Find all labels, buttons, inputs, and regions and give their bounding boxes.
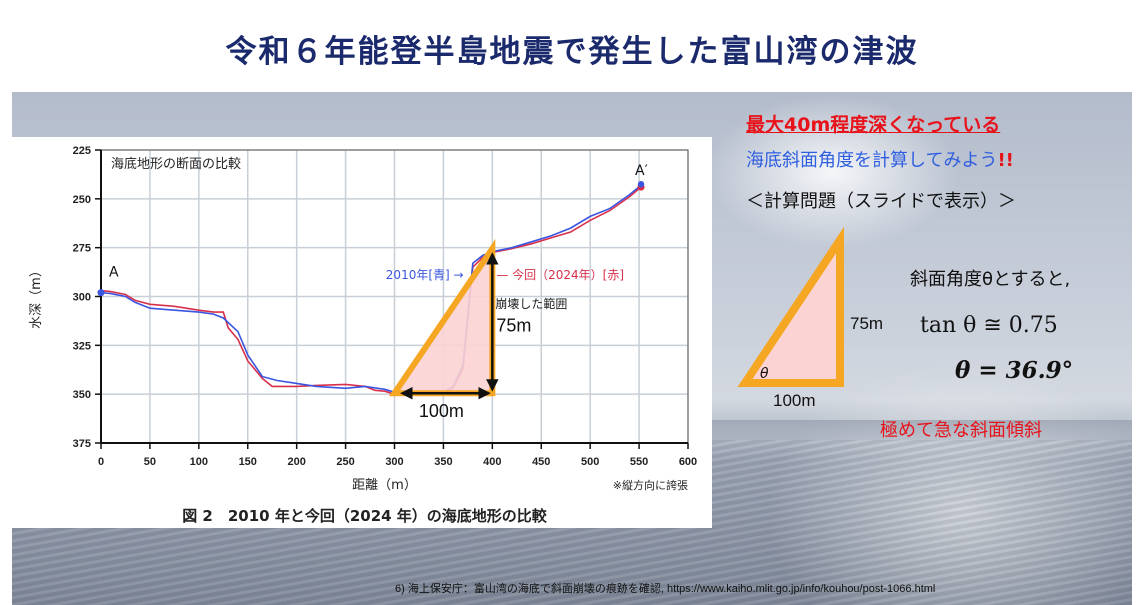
tan-equation: tan θ ≅ 0.75 <box>920 313 1058 338</box>
slide-title: 令和６年能登半島地震で発生した富山湾の津波 <box>225 34 919 70</box>
x-tick-label: 100 <box>190 456 208 468</box>
triangle-angle-label: θ <box>760 366 769 382</box>
y-tick-label: 250 <box>73 194 91 206</box>
collapse-height-label: 75m <box>496 316 531 336</box>
series-2024-line <box>100 186 642 396</box>
seafloor-chart-panel: 0 50 100 150 200 250 300 350 400 450 500 550 600 225 2… <box>12 137 712 528</box>
exaggeration-note: ※縦方向に誇張 <box>613 478 688 492</box>
triangle-base-label: 100m <box>773 391 816 410</box>
source-citation: 6) 海上保安庁：富山湾の海底で斜面崩壊の痕跡を確認, https://www.… <box>395 583 936 595</box>
triangle-height-label: 75m <box>850 314 884 333</box>
collapse-width-label: 100m <box>419 401 464 421</box>
x-tick-label: 600 <box>679 456 697 468</box>
x-tick-label: 50 <box>144 456 156 468</box>
legend-2010: 2010年[青] → <box>386 268 464 282</box>
point-a-prime-marker <box>637 180 645 188</box>
seafloor-profile-chart: 0 50 100 150 200 250 300 350 400 450 500 550 600 225 2… <box>29 145 697 525</box>
y-tick-label: 300 <box>73 292 91 304</box>
y-tick-label: 325 <box>73 340 91 352</box>
slope-triangle <box>737 226 844 387</box>
point-a-prime-label: A′ <box>635 163 648 179</box>
depth-change-headline: 最大40m程度深くなっている <box>746 114 1001 136</box>
slope-triangle-diagram <box>737 226 844 387</box>
calc-prompt: 海底斜面角度を計算してみよう!! <box>746 146 1014 172</box>
series-2010-line <box>100 184 642 396</box>
x-tick-label: 350 <box>434 456 452 468</box>
exclamation-marks: !! <box>997 150 1014 171</box>
slope-intro-text: 斜面角度θとすると, <box>910 269 1071 290</box>
x-tick-label: 450 <box>532 456 550 468</box>
legend-2024: — 今回（2024年）[赤] <box>496 267 624 282</box>
distant-shoreline <box>712 420 1132 442</box>
point-a-label: A <box>109 265 119 281</box>
x-tick-label: 200 <box>287 456 305 468</box>
y-tick-label: 275 <box>73 243 91 255</box>
x-tick-label: 550 <box>630 456 648 468</box>
x-axis-label: 距離（m） <box>352 478 417 493</box>
x-tick-label: 500 <box>581 456 599 468</box>
chart-inner-title: 海底地形の断面の比較 <box>111 156 241 172</box>
y-tick-label: 350 <box>73 389 91 401</box>
x-tick-label: 300 <box>385 456 403 468</box>
x-tick-label: 150 <box>239 456 257 468</box>
calc-prompt-text: 海底斜面角度を計算してみよう <box>746 150 998 171</box>
calc-problem-label: ＜計算問題（スライドで表示）＞ <box>746 191 1016 212</box>
steep-slope-conclusion: 極めて急な斜面傾斜 <box>880 420 1042 441</box>
x-tick-label: 400 <box>483 456 501 468</box>
y-tick-label: 225 <box>73 145 91 157</box>
point-a-marker <box>97 289 105 297</box>
y-axis-label: 水深（m） <box>29 264 44 329</box>
x-tick-label: 0 <box>98 456 104 468</box>
x-tick-label: 250 <box>336 456 354 468</box>
collapse-range-label: 崩壊した範囲 <box>495 296 567 311</box>
theta-result: θ = 36.9° <box>955 357 1074 384</box>
y-tick-label: 375 <box>73 438 91 450</box>
figure-caption: 図 2 2010 年と今回（2024 年）の海底地形の比較 <box>182 507 548 525</box>
